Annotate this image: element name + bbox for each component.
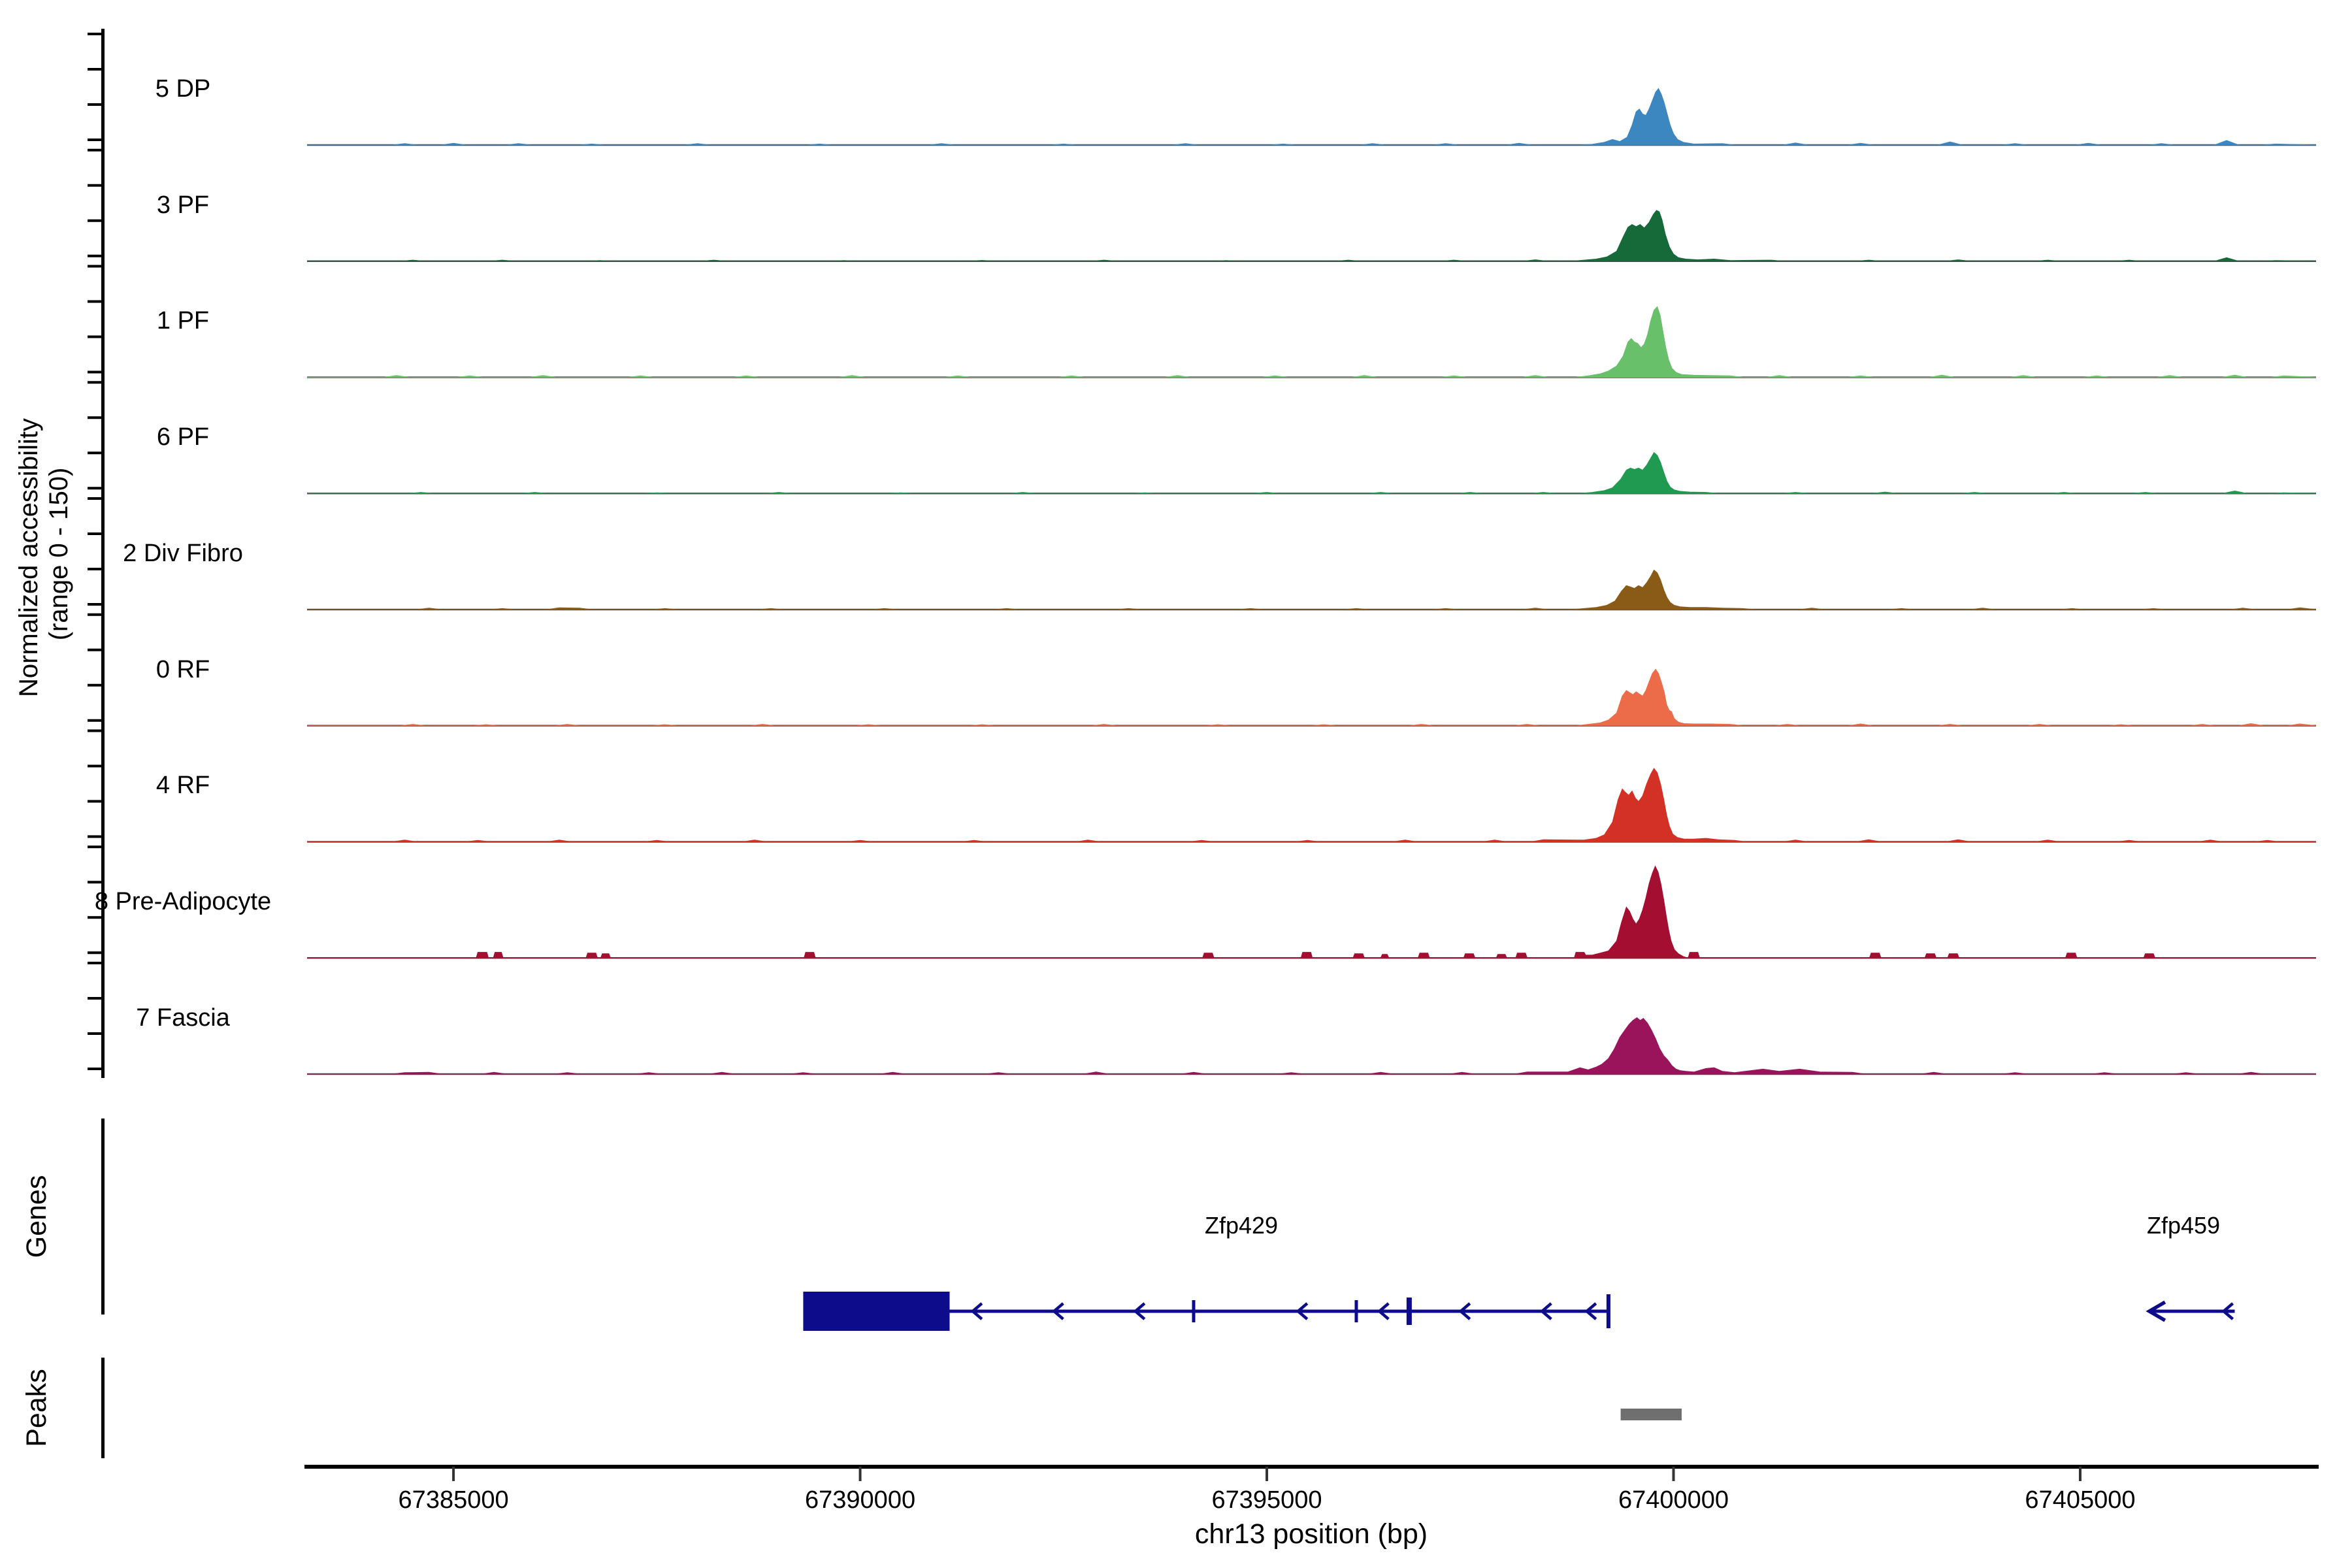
track-area-0-rf (307, 668, 2317, 727)
strand-chevron-icon (1296, 1302, 1309, 1320)
gene-exon-box (803, 1292, 950, 1331)
y-axis-label-line2: (range 0 - 150) (44, 468, 73, 641)
genes-layer (101, 1119, 2235, 1331)
track-area-6-pf (307, 451, 2317, 494)
peaks-layer (101, 1358, 1682, 1458)
tracks-axis-layer (88, 29, 105, 1078)
strand-chevron-icon (1539, 1302, 1552, 1320)
track-area-8-pre-adipocyte (307, 865, 2316, 958)
track-label-6-pf: 6 PF (157, 423, 209, 451)
genes-section-label-group: Genes (21, 1175, 52, 1258)
gene-name-zfp429: Zfp429 (1205, 1212, 1278, 1239)
track-label-5-dp: 5 DP (155, 75, 210, 103)
strand-chevron-icon (2221, 1302, 2234, 1320)
track-label-4-rf: 4 RF (156, 772, 210, 799)
svg-text:Normalized accessibility: Normalized accessibility (range 0 - 150) (14, 411, 73, 697)
x-axis-tick-label: 67395000 (1211, 1486, 1322, 1514)
track-label-7-fascia: 7 Fascia (136, 1004, 230, 1032)
track-area-2-div-fibro (307, 569, 2317, 610)
track-area-3-pf (307, 210, 2317, 262)
gene-exon-tick (1606, 1294, 1610, 1328)
track-area-1-pf (307, 306, 2317, 378)
x-axis-tick-label: 67385000 (399, 1486, 509, 1514)
track-label-1-pf: 1 PF (157, 307, 209, 335)
y-axis-label: Normalized accessibility (range 0 - 150) (14, 411, 73, 697)
strand-chevron-icon (1584, 1302, 1597, 1320)
x-axis-tick-label: 67405000 (2025, 1486, 2135, 1514)
tracks-layer (307, 88, 2317, 1075)
gene-exon-tick (1354, 1300, 1358, 1322)
strand-chevron-icon (1458, 1302, 1471, 1320)
x-axis-tick-label: 67400000 (1618, 1486, 1729, 1514)
strand-chevron-icon (970, 1302, 983, 1320)
strand-arrowhead-icon (2146, 1300, 2166, 1322)
peaks-section-label-group: Peaks (21, 1369, 52, 1447)
track-area-5-dp (307, 88, 2317, 146)
track-label-0-rf: 0 RF (156, 656, 210, 683)
strand-chevron-icon (1133, 1302, 1146, 1320)
track-label-8-pre-adipocyte: 8 Pre-Adipocyte (95, 888, 271, 915)
gene-name-zfp459: Zfp459 (2147, 1212, 2220, 1239)
strand-chevron-icon (1051, 1302, 1064, 1320)
gene-exon-tick (1192, 1300, 1196, 1322)
peak-region-bar (1620, 1409, 1682, 1420)
genes-section-label: Genes (21, 1175, 52, 1258)
x-axis-tick-label: 67390000 (805, 1486, 915, 1514)
track-label-3-pf: 3 PF (157, 191, 209, 219)
track-area-7-fascia (307, 1017, 2316, 1075)
track-area-4-rf (307, 768, 2316, 842)
peaks-section-label: Peaks (21, 1369, 52, 1447)
strand-chevron-icon (1377, 1302, 1390, 1320)
gene-exon-tick (1406, 1298, 1412, 1325)
y-axis-label-line1: Normalized accessibility (14, 418, 43, 697)
x-axis-layer: 67385000 67390000 67395000 67400000 67405000 (304, 1465, 2319, 1514)
track-label-2-div-fibro: 2 Div Fibro (123, 540, 243, 567)
x-axis-title: chr13 position (bp) (1195, 1518, 1428, 1550)
